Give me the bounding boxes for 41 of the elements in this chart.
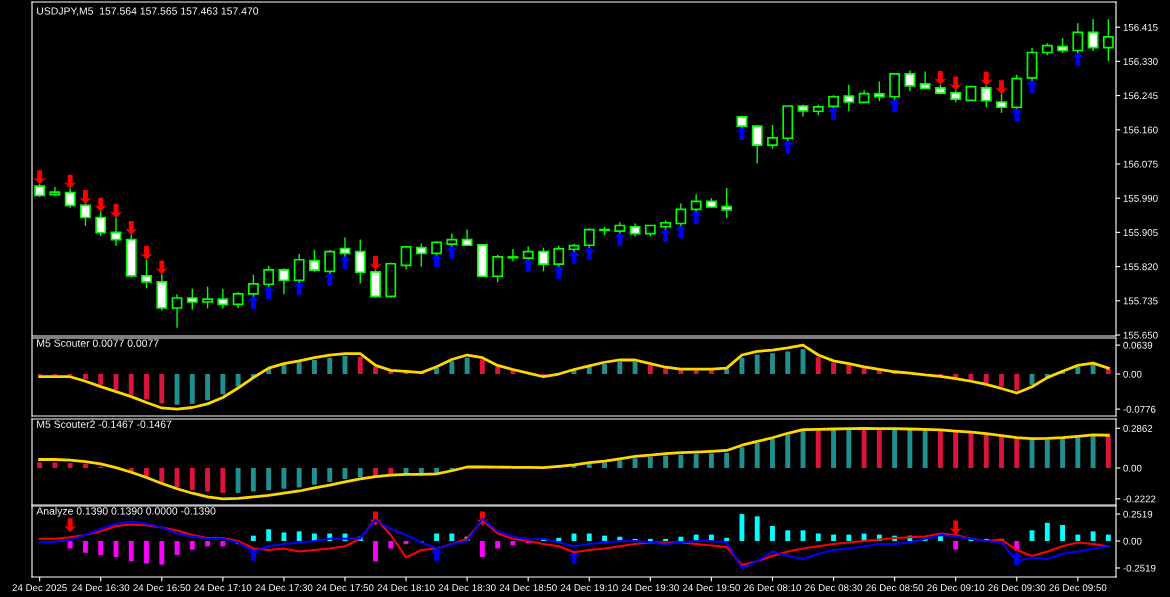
- x-tick-label: 26 Dec 08:10: [744, 584, 802, 592]
- chart-title: Analyze 0.1390 0.1390 0.0000 -0.1390: [36, 507, 216, 517]
- x-tick-label: 24 Dec 18:10: [377, 584, 435, 592]
- y-tick-label: 0.2519: [1123, 510, 1153, 518]
- y-tick-label: 0.00: [1123, 537, 1142, 545]
- x-tick-label: 24 Dec 17:30: [255, 584, 313, 592]
- x-tick-label: 26 Dec 09:50: [1049, 584, 1107, 592]
- x-tick-label: 24 Dec 18:50: [499, 584, 557, 592]
- y-tick-label: 156.160: [1123, 126, 1158, 134]
- x-tick-label: 24 Dec 16:50: [133, 584, 191, 592]
- y-tick-label: -0.2519: [1123, 564, 1156, 572]
- x-tick-label: 26 Dec 09:30: [988, 584, 1046, 592]
- x-tick-label: 24 Dec 16:30: [72, 584, 130, 592]
- x-tick-label: 24 Dec 17:10: [194, 584, 252, 592]
- y-tick-label: 155.650: [1123, 331, 1158, 339]
- x-tick-label: 26 Dec 08:30: [805, 584, 863, 592]
- y-tick-label: 0.2862: [1123, 425, 1153, 432]
- x-tick-label: 26 Dec 09:10: [927, 584, 985, 592]
- x-tick-label: 24 Dec 19:10: [560, 584, 618, 592]
- x-tick-label: 24 Dec 19:30: [621, 584, 679, 592]
- y-tick-label: -0.2222: [1123, 495, 1156, 503]
- y-tick-label: -0.0776: [1123, 405, 1156, 413]
- chart-title: USDJPY,M5 157.564 157.565 157.463 157.470: [37, 7, 259, 16]
- x-tick-label: 26 Dec 08:50: [866, 584, 924, 592]
- y-tick-label: 156.330: [1123, 58, 1158, 65]
- y-tick-label: 155.820: [1123, 263, 1158, 271]
- y-tick-label: 0.0639: [1123, 341, 1153, 349]
- chart-title: M5 Scouter 0.0077 0.0077: [37, 339, 159, 347]
- y-tick-label: 155.905: [1123, 229, 1158, 236]
- y-tick-label: 156.415: [1123, 23, 1158, 31]
- y-tick-label: 0.00: [1123, 370, 1142, 378]
- x-tick-label: 24 Dec 19:50: [682, 584, 740, 592]
- y-tick-label: 155.990: [1123, 194, 1158, 202]
- x-tick-label: 24 Dec 17:50: [316, 584, 374, 592]
- y-tick-label: 156.245: [1123, 92, 1158, 100]
- y-tick-label: 155.735: [1123, 297, 1158, 305]
- y-tick-label: 0.00: [1123, 464, 1142, 472]
- x-tick-label: 24 Dec 2025: [12, 584, 67, 592]
- x-tick-label: 24 Dec 18:30: [438, 584, 496, 592]
- chart-title: M5 Scouter2 -0.1467 -0.1467: [37, 420, 172, 428]
- y-tick-label: 156.075: [1123, 160, 1158, 168]
